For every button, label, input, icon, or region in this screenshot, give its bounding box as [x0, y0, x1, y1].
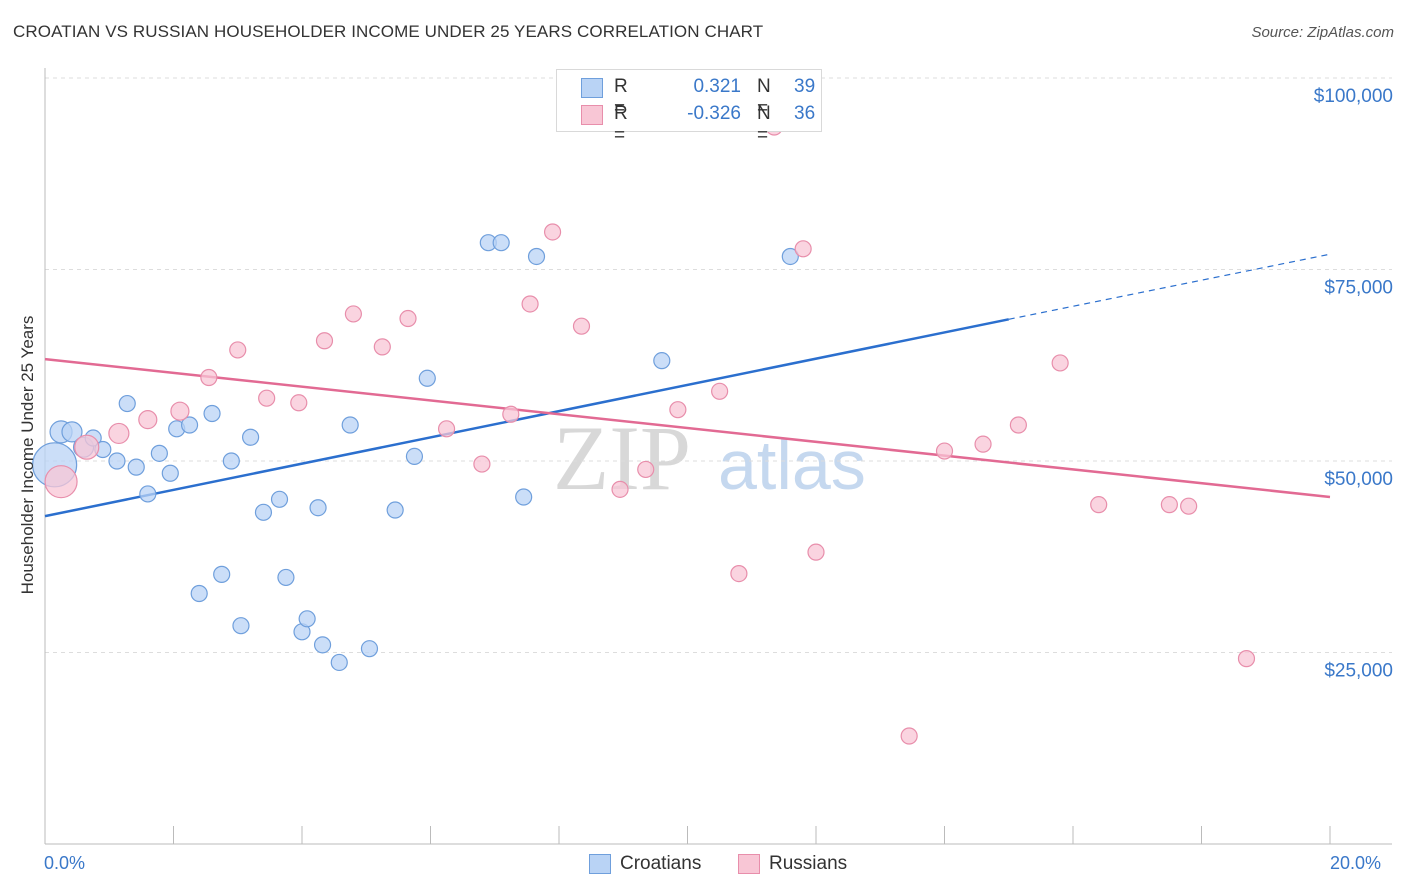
russian-point: [74, 434, 100, 460]
croatian-point: [418, 369, 436, 387]
croatian-point: [242, 428, 260, 446]
russian-point: [543, 223, 562, 241]
croatian-point: [150, 444, 168, 462]
x-axis-min-label: 0.0%: [44, 853, 86, 873]
russian-point: [1090, 496, 1108, 514]
russian-point: [473, 455, 491, 473]
russian-point: [229, 341, 247, 359]
russian-point: [711, 382, 729, 400]
r-value: 0.321: [693, 76, 741, 97]
r-label: R =: [614, 76, 628, 119]
croatian-point: [118, 394, 136, 413]
russian-point: [1237, 650, 1256, 668]
russian-point: [399, 309, 417, 328]
r-label: R =: [614, 103, 628, 146]
croatians-trend-extension: [1008, 253, 1331, 320]
croatian-point: [222, 452, 240, 470]
n-label: N =: [757, 103, 771, 146]
russian-point: [138, 410, 158, 430]
russian-point: [807, 543, 825, 561]
russian-point: [669, 401, 687, 419]
croatian-point: [405, 447, 424, 466]
n-value: 39: [794, 76, 816, 97]
chart-title: CROATIAN VS RUSSIAN HOUSEHOLDER INCOME U…: [13, 22, 764, 41]
croatian-point: [341, 416, 359, 434]
watermark-atlas: atlas: [718, 426, 866, 504]
russian-point: [572, 317, 591, 335]
russian-point: [521, 295, 539, 313]
russian-point: [258, 389, 276, 407]
croatian-point: [330, 653, 348, 672]
croatian-point: [527, 247, 546, 266]
croatian-point: [298, 610, 316, 628]
croatian-point: [386, 501, 404, 519]
croatian-point: [277, 568, 295, 587]
n-value: 36: [794, 103, 816, 124]
croatian-point: [161, 464, 179, 482]
croatian-point: [108, 452, 126, 470]
y-tick-label: $75,000: [1324, 278, 1393, 299]
russian-point: [344, 305, 362, 323]
croatians-swatch: [581, 78, 603, 98]
russians-trend-line: [44, 357, 1331, 499]
croatian-point: [254, 503, 273, 521]
russian-point: [108, 422, 130, 445]
russian-point: [170, 401, 190, 421]
russians-legend-swatch: [738, 854, 760, 874]
russian-point: [900, 727, 918, 745]
source-label: Source: ZipAtlas.com: [1251, 24, 1394, 41]
croatians-trend-line: [44, 318, 1010, 518]
y-tick-label: $100,000: [1314, 86, 1393, 107]
russian-point: [1009, 416, 1027, 434]
correlation-legend: R = 0.321 N = 39 R = -0.326 N = 36: [556, 69, 822, 146]
russian-point: [1180, 497, 1198, 515]
croatian-point: [515, 488, 533, 506]
russian-point: [437, 420, 456, 438]
y-tick-label: $50,000: [1324, 469, 1393, 490]
croatian-point: [127, 458, 145, 476]
croatians-legend-swatch: [589, 854, 611, 874]
russian-point: [935, 442, 954, 460]
russian-point: [794, 240, 812, 258]
russian-point: [730, 565, 748, 583]
russian-point: [611, 480, 629, 498]
croatian-point: [232, 617, 250, 635]
russian-point: [1160, 496, 1178, 514]
russian-point: [315, 332, 334, 350]
croatian-point: [139, 485, 157, 503]
russians-legend-label: Russians: [769, 853, 848, 874]
croatian-point: [203, 404, 221, 423]
croatian-point: [213, 565, 231, 583]
croatian-point: [61, 421, 83, 443]
russian-point: [373, 338, 391, 356]
croatian-point: [180, 416, 199, 434]
n-label: N =: [757, 76, 771, 119]
croatians-legend-label: Croatians: [620, 853, 702, 874]
russian-point: [44, 465, 78, 499]
croatian-point: [313, 636, 332, 654]
russian-point: [200, 368, 218, 387]
croatian-point: [190, 584, 208, 603]
croatian-point: [781, 247, 799, 266]
croatian-point: [492, 234, 510, 252]
russian-point: [502, 405, 520, 423]
r-value: -0.326: [687, 103, 741, 124]
russians-swatch: [581, 105, 603, 125]
russian-point: [637, 460, 655, 479]
y-tick-label: $25,000: [1324, 661, 1393, 682]
croatian-point: [270, 490, 289, 508]
russian-point: [1051, 354, 1069, 372]
russian-point: [290, 394, 308, 412]
russian-point: [974, 435, 992, 453]
y-axis-label: Householder Income Under 25 Years: [18, 315, 37, 595]
x-axis-max-label: 20.0%: [1330, 853, 1382, 873]
croatian-point: [360, 640, 379, 658]
croatian-point: [309, 499, 327, 517]
croatian-point: [653, 352, 671, 370]
